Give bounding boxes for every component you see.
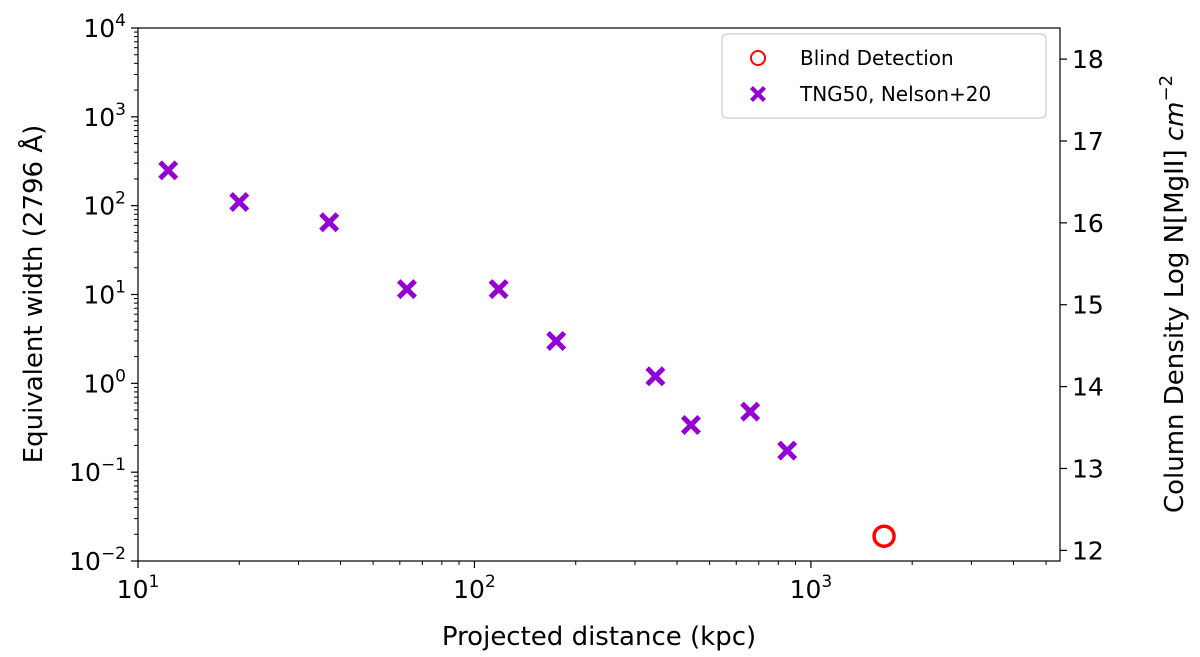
y2-tick-label: 12: [1072, 536, 1104, 565]
tng50-point: [488, 279, 509, 300]
y2-tick-label: 17: [1072, 127, 1104, 156]
tng50-point: [158, 160, 179, 181]
y-axis-label: Equivalent width (2796 Å): [17, 125, 49, 464]
y2-tick-label: 15: [1072, 291, 1104, 320]
y-tick-label: 10−1: [69, 455, 126, 487]
legend-marker-blind-detection: [750, 50, 766, 66]
y-tick-label: 104: [83, 11, 126, 43]
y2-tick-label: 16: [1072, 209, 1104, 238]
legend-frame: [721, 33, 1047, 119]
tng50-point: [396, 279, 417, 300]
tng50-point: [319, 212, 340, 233]
legend-label-tng50: TNG50, Nelson+20: [799, 82, 991, 106]
x-tick-label: 101: [117, 572, 160, 604]
legend-label-blind-detection: Blind Detection: [800, 46, 954, 70]
tng50-point: [777, 440, 798, 461]
y2-tick-label: 18: [1072, 45, 1104, 74]
tick-layer: 101 102 103 10−2 10−1 100 101 102 103 104 12 13 14 15…: [69, 11, 1104, 604]
blind-detection-point: [872, 524, 896, 548]
y-tick-label: 100: [83, 366, 126, 398]
y-tick-label: 10−2: [69, 544, 126, 576]
tng50-point: [229, 191, 250, 212]
x-tick-label: 103: [790, 572, 833, 604]
legend-marker-tng50: [750, 86, 766, 102]
y-tick-label: 103: [83, 100, 126, 132]
y2-axis-label: Column Density Log N[MgII] cm−2: [1156, 75, 1190, 513]
tng50-point: [645, 366, 666, 387]
x-axis-label: Projected distance (kpc): [442, 622, 756, 652]
x-tick-label: 102: [453, 572, 496, 604]
points-layer: [158, 160, 896, 548]
y-tick-label: 101: [83, 278, 126, 310]
tng50-point: [680, 414, 701, 435]
tng50-point: [546, 330, 567, 351]
y2-tick-label: 14: [1072, 373, 1104, 402]
y2-tick-label: 13: [1072, 454, 1104, 483]
y-tick-label: 102: [83, 189, 126, 221]
tng50-point: [740, 401, 761, 422]
legend: Blind Detection TNG50, Nelson+20: [721, 33, 1047, 119]
